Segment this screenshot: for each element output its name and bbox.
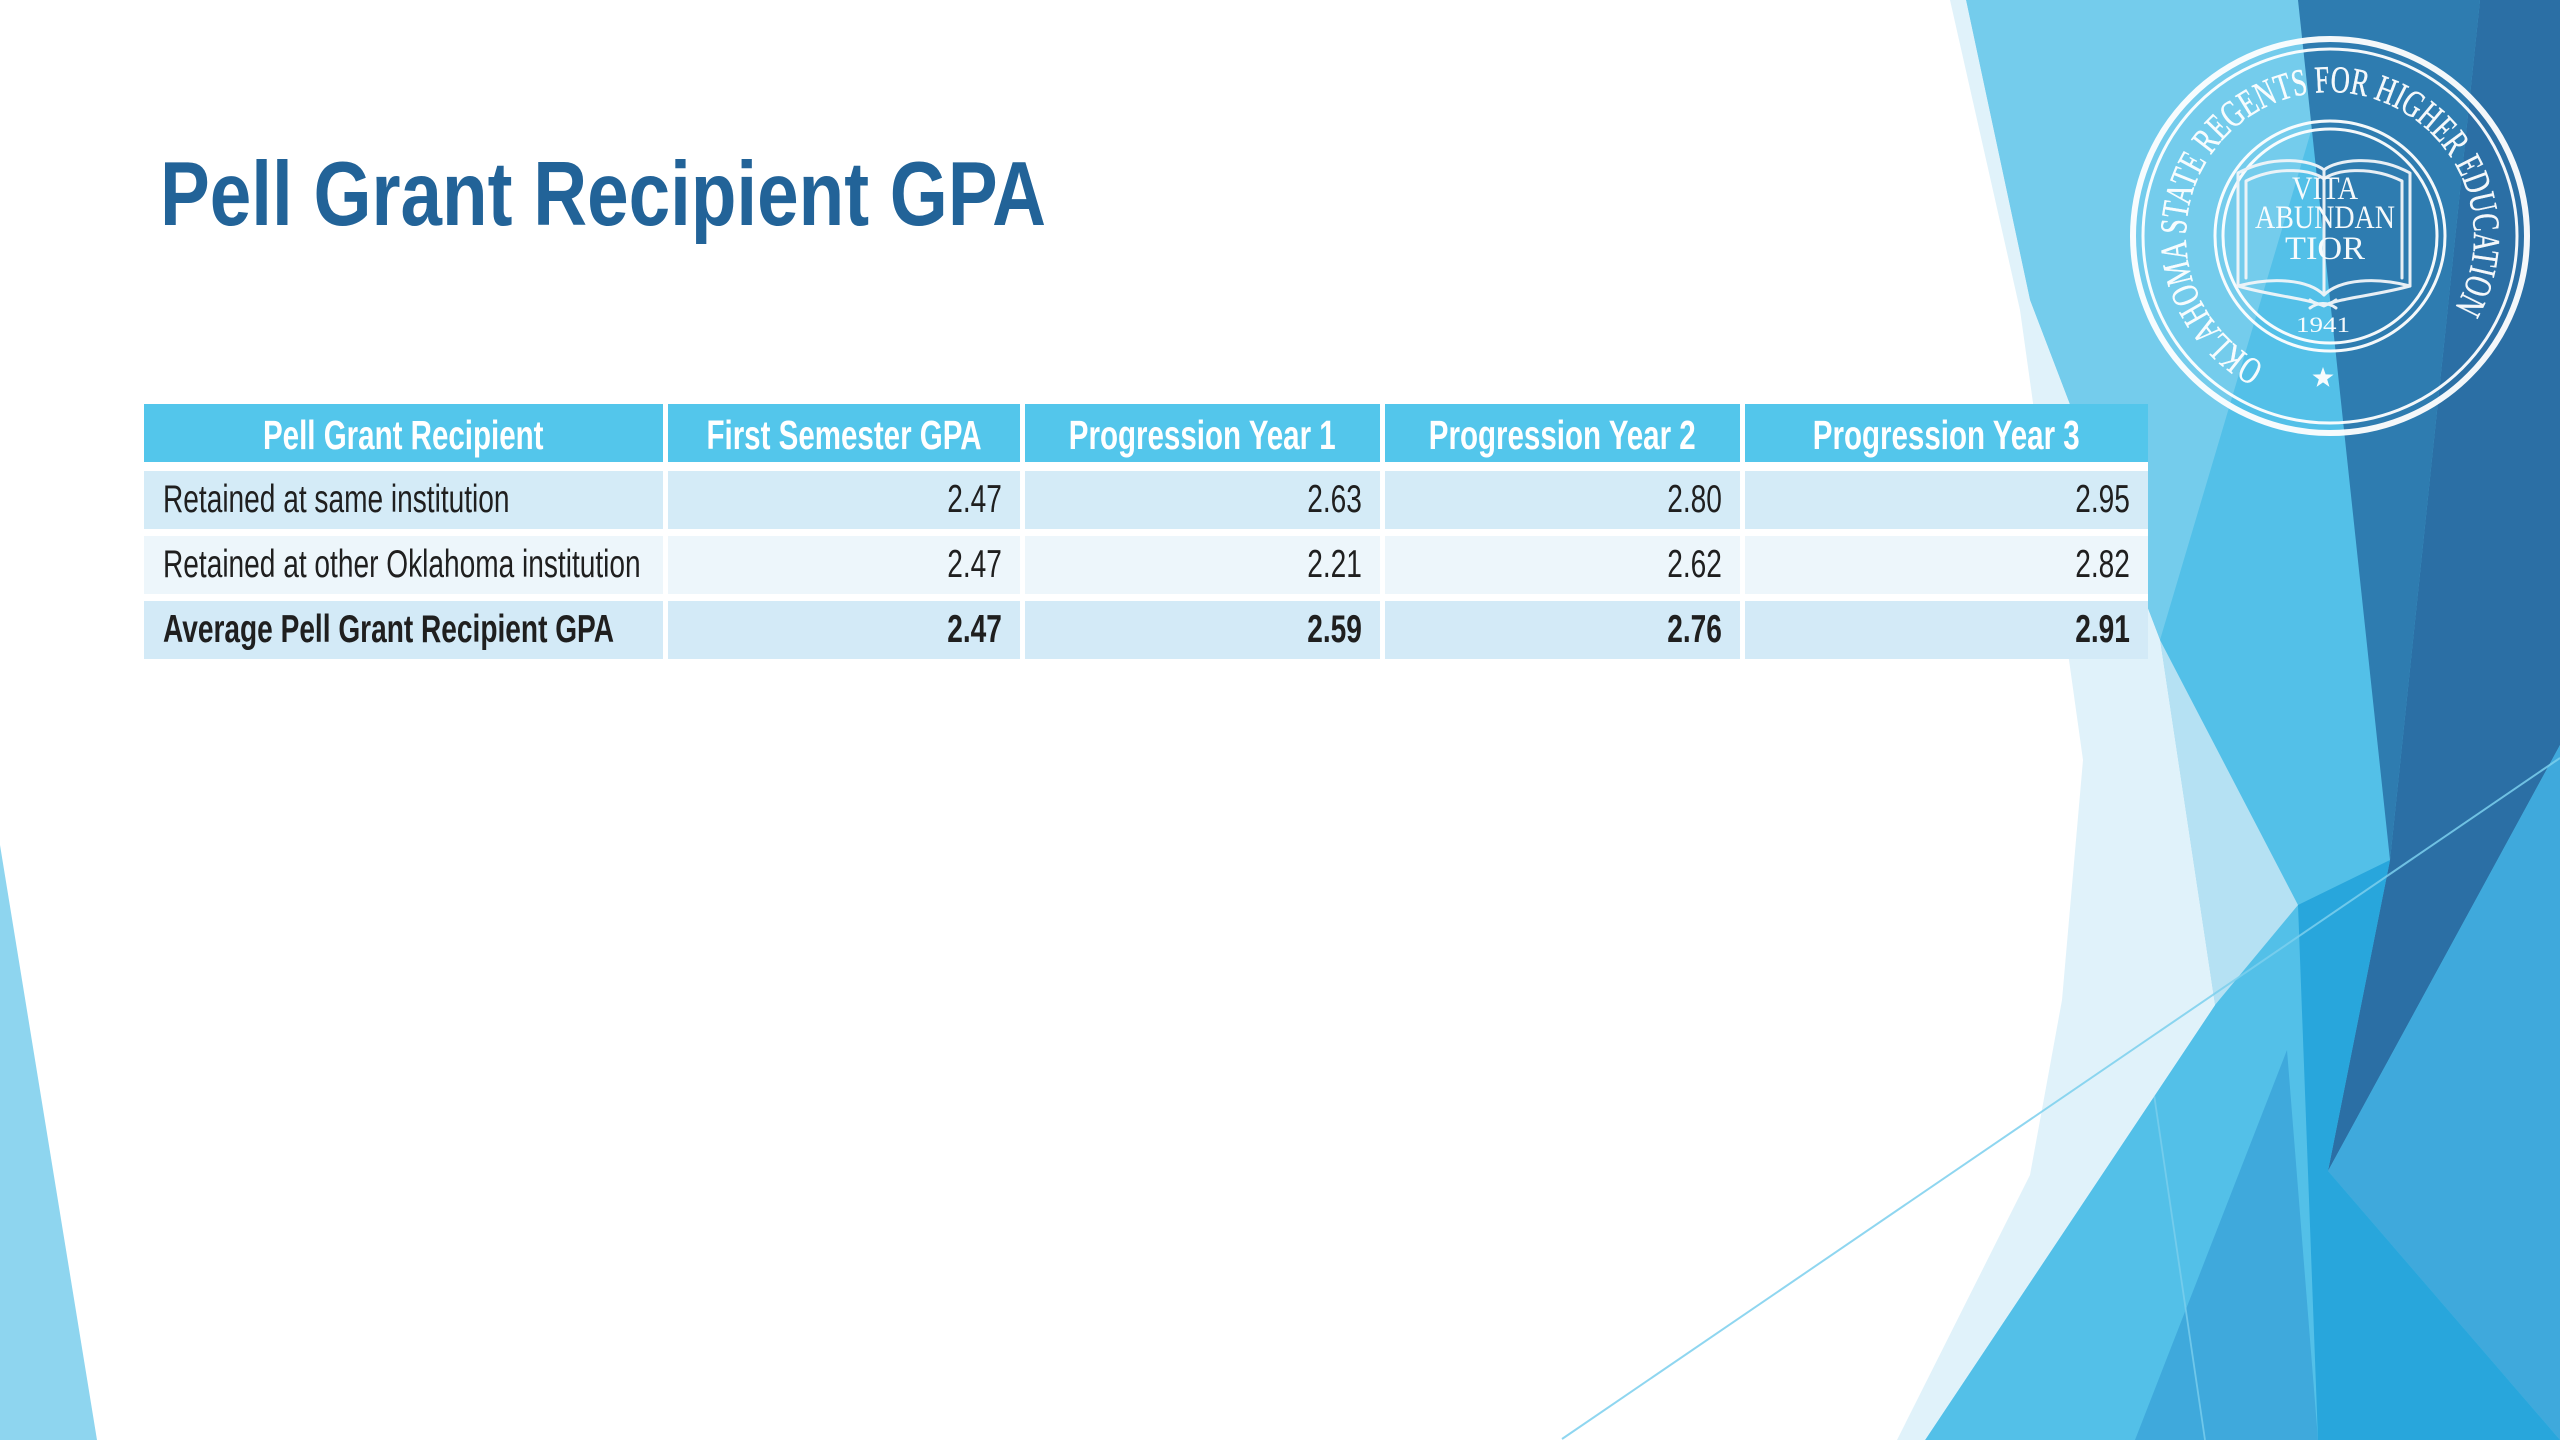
svg-text:ABUNDAN: ABUNDAN [2255, 200, 2395, 236]
svg-text:TIOR: TIOR [2285, 231, 2365, 267]
svg-text:VITA: VITA [2292, 171, 2358, 207]
svg-text:1941: 1941 [2296, 312, 2350, 337]
